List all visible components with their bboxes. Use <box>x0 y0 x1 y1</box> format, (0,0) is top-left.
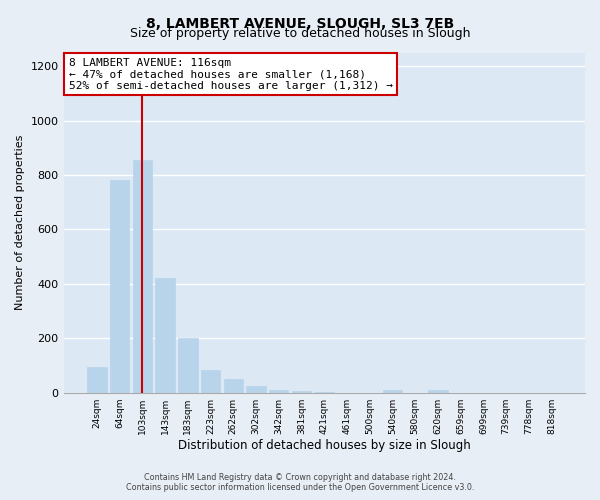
Text: Size of property relative to detached houses in Slough: Size of property relative to detached ho… <box>130 28 470 40</box>
Text: 8, LAMBERT AVENUE, SLOUGH, SL3 7EB: 8, LAMBERT AVENUE, SLOUGH, SL3 7EB <box>146 18 454 32</box>
Text: Contains HM Land Registry data © Crown copyright and database right 2024.
Contai: Contains HM Land Registry data © Crown c… <box>126 473 474 492</box>
Bar <box>201 370 220 392</box>
Bar <box>224 379 243 392</box>
Bar <box>428 390 448 392</box>
Text: 8 LAMBERT AVENUE: 116sqm
← 47% of detached houses are smaller (1,168)
52% of sem: 8 LAMBERT AVENUE: 116sqm ← 47% of detach… <box>69 58 393 91</box>
X-axis label: Distribution of detached houses by size in Slough: Distribution of detached houses by size … <box>178 440 470 452</box>
Bar <box>269 390 289 392</box>
Bar <box>110 180 130 392</box>
Bar <box>133 160 152 392</box>
Bar <box>383 390 402 392</box>
Bar <box>247 386 266 392</box>
Bar <box>178 338 197 392</box>
Bar <box>87 367 107 392</box>
Bar <box>155 278 175 392</box>
Y-axis label: Number of detached properties: Number of detached properties <box>15 135 25 310</box>
